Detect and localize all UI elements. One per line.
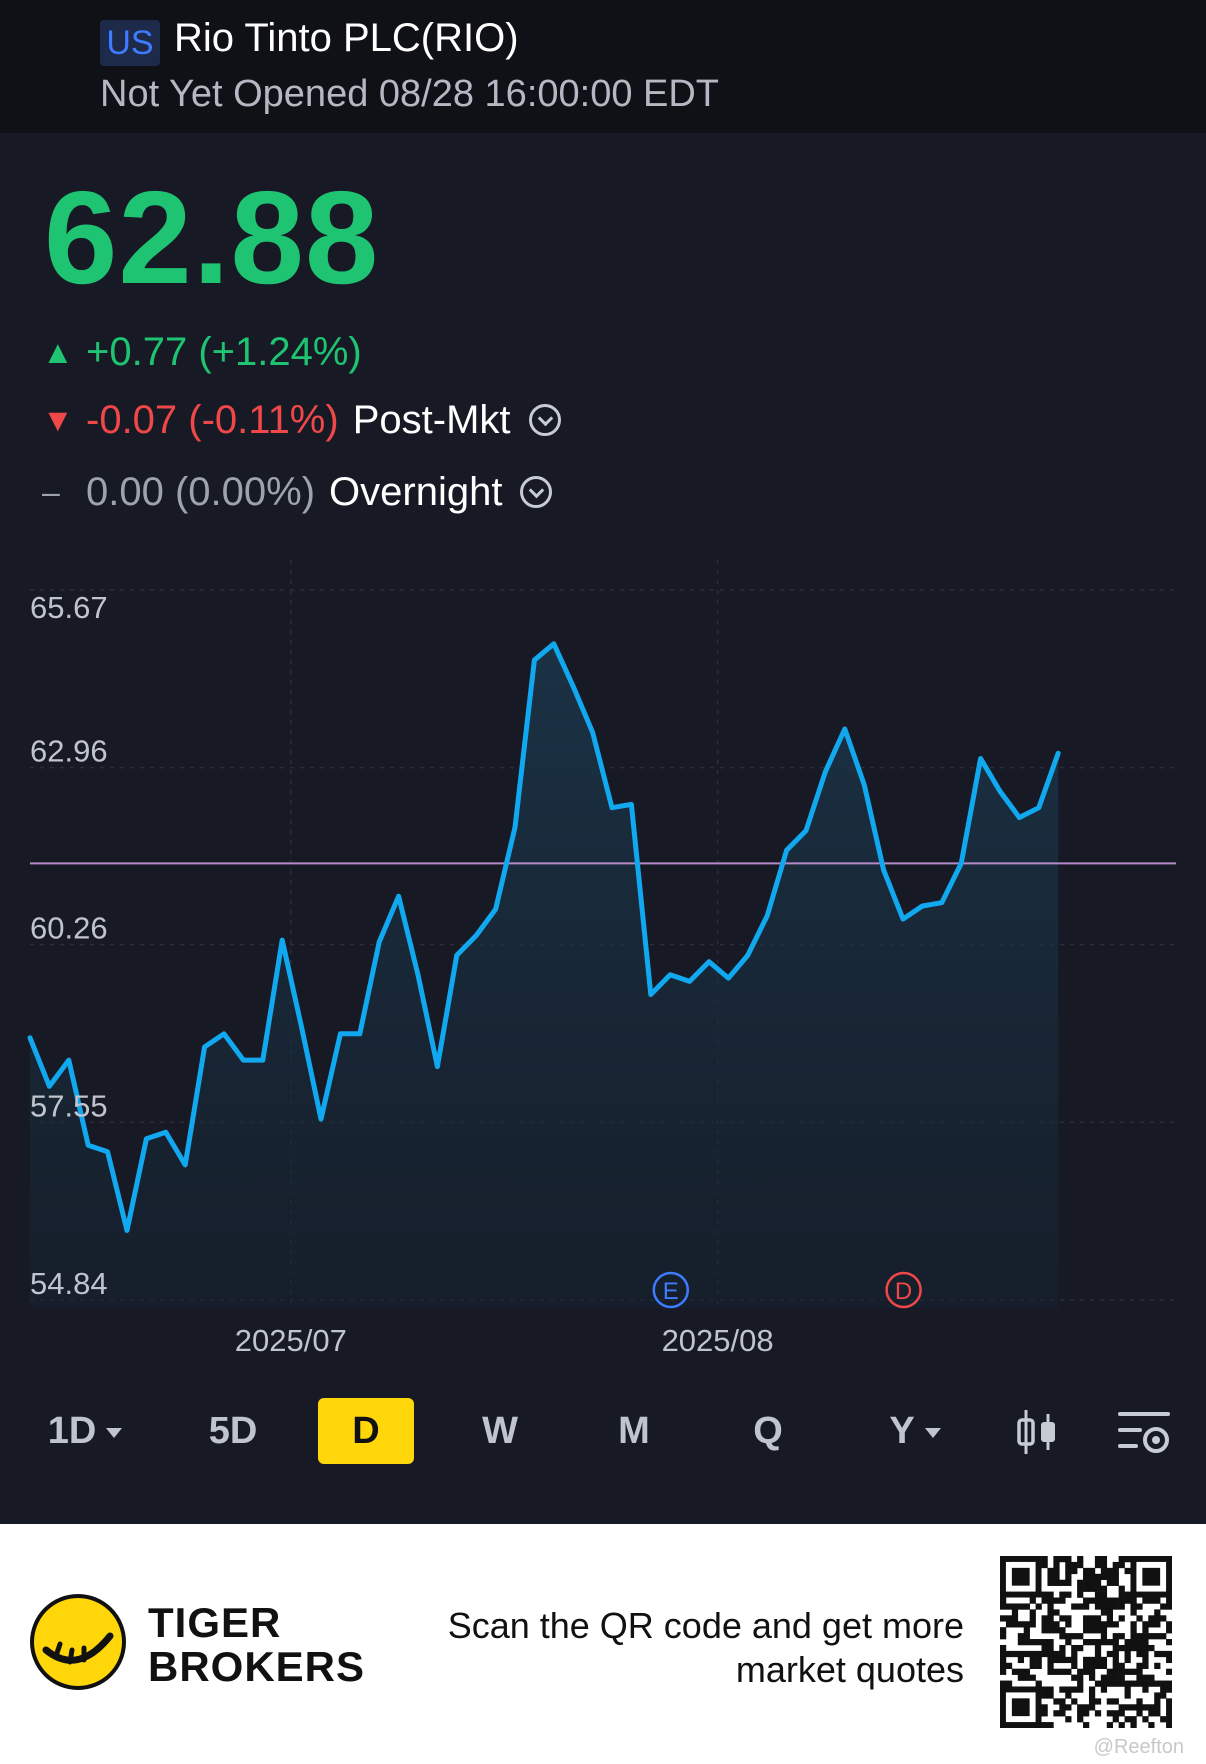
overnight-row[interactable]: – 0.00 (0.00%) Overnight xyxy=(42,466,553,518)
down-arrow-icon: ▼ xyxy=(42,401,74,438)
event-marker-circle xyxy=(652,1271,690,1309)
up-arrow-icon: ▲ xyxy=(42,333,74,370)
y-tick-label: 54.84 xyxy=(30,1266,108,1301)
y-tick-label: 62.96 xyxy=(30,734,108,769)
caret-down-icon xyxy=(106,1427,123,1438)
market-badge: US xyxy=(100,20,160,66)
flat-dash-icon: – xyxy=(42,473,60,510)
x-tick-label: 2025/08 xyxy=(662,1323,774,1358)
event-marker-label: D xyxy=(895,1278,912,1305)
market-status: Not Yet Opened 08/28 16:00:00 EDT xyxy=(100,73,720,115)
caret-down-icon xyxy=(924,1427,941,1438)
brand-name: TIGER BROKERS xyxy=(148,1601,365,1689)
price-chart[interactable]: 65.67 62.96 60.26 57.55 54.84 2025/07 2025/08… xyxy=(0,560,1206,1360)
x-tick-label: 2025/07 xyxy=(235,1323,347,1358)
qr-code[interactable] xyxy=(1000,1556,1172,1728)
promo-line-1: Scan the QR code and get more xyxy=(447,1605,964,1646)
y-tick-label: 57.55 xyxy=(30,1088,108,1123)
price-line xyxy=(27,641,1061,1233)
tab-q[interactable]: Q xyxy=(753,1410,783,1452)
share-footer: TIGER BROKERS Scan the QR code and get m… xyxy=(0,1524,1206,1764)
promo-line-2: market quotes xyxy=(735,1649,964,1690)
period-tabs: 1D 5D D W M Q Y xyxy=(0,1398,1206,1468)
promo-text: Scan the QR code and get more market quo… xyxy=(448,1604,964,1692)
quote-screen: US Rio Tinto PLC(RIO) Not Yet Opened 08/… xyxy=(0,0,1206,1524)
watermark: @Reefton xyxy=(1093,1736,1184,1758)
y-tick-label: 60.26 xyxy=(30,911,108,946)
overnight-chevron-down-icon[interactable] xyxy=(520,476,553,508)
tab-y-label: Y xyxy=(889,1410,915,1452)
header-bar: US Rio Tinto PLC(RIO) Not Yet Opened 08/… xyxy=(0,0,1206,133)
post-market-chevron-down-icon[interactable] xyxy=(528,404,561,436)
post-market-label: Post-Mkt xyxy=(352,397,511,442)
tab-y[interactable]: Y xyxy=(872,1398,958,1464)
tab-5d[interactable]: 5D xyxy=(208,1410,258,1452)
event-marker-e[interactable]: E xyxy=(652,1271,690,1309)
regular-change: +0.77 (+1.24%) xyxy=(86,329,362,374)
tab-1d[interactable]: 1D xyxy=(30,1398,140,1464)
tab-m[interactable]: M xyxy=(618,1410,650,1452)
tab-d[interactable]: D xyxy=(318,1398,414,1464)
tiger-logo xyxy=(30,1594,126,1690)
chart-area-fill xyxy=(30,643,1059,1308)
event-marker-circle xyxy=(885,1271,922,1309)
brand-line-2: BROKERS xyxy=(148,1643,366,1690)
overnight-label: Overnight xyxy=(329,469,503,514)
stock-name[interactable]: Rio Tinto PLC(RIO) xyxy=(174,16,519,60)
tab-w[interactable]: W xyxy=(482,1410,518,1452)
y-tick-label: 65.67 xyxy=(30,590,108,625)
tiger-face-icon xyxy=(42,1632,114,1665)
event-marker-label: E xyxy=(663,1278,679,1305)
event-marker-d[interactable]: D xyxy=(885,1271,922,1309)
tab-1d-label: 1D xyxy=(47,1410,97,1452)
regular-change-row: ▲ +0.77 (+1.24%) xyxy=(42,326,362,378)
overnight-change: 0.00 (0.00%) xyxy=(86,469,316,514)
brand-line-1: TIGER xyxy=(148,1599,282,1646)
last-price: 62.88 xyxy=(44,164,380,311)
post-market-change: -0.07 (-0.11%) xyxy=(86,397,339,442)
post-market-row[interactable]: ▼ -0.07 (-0.11%) Post-Mkt xyxy=(42,394,561,446)
candlestick-icon[interactable] xyxy=(1014,1406,1062,1458)
chart-settings-icon[interactable] xyxy=(1116,1406,1172,1458)
